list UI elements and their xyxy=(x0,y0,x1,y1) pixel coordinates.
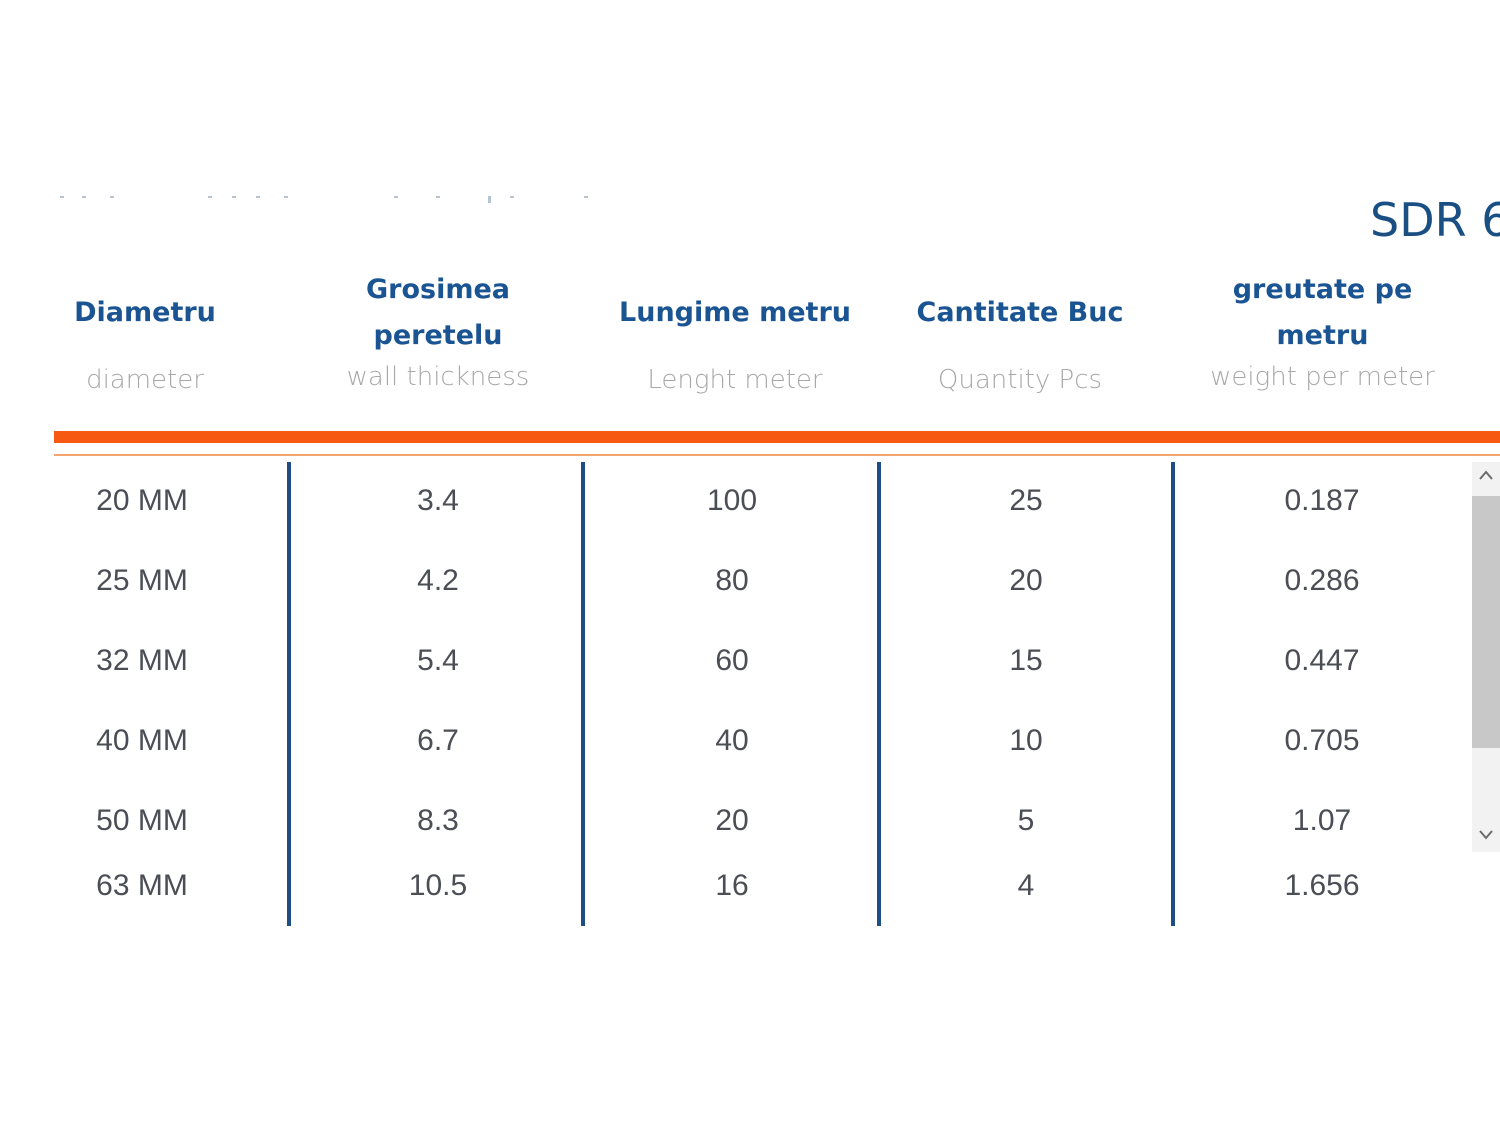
table-title: SDR 6 xyxy=(1370,193,1500,247)
table-row: 50 MM 8.3 20 5 1.07 xyxy=(0,801,1470,841)
column-header-label-en: Quantity Pcs xyxy=(937,365,1103,395)
cropped-text-fragment xyxy=(60,196,600,204)
cell-diameter: 50 MM xyxy=(96,804,188,837)
cell-length: 60 xyxy=(715,644,749,677)
cell-diameter: 63 MM xyxy=(96,869,188,902)
column-header-label-en: wall thickness xyxy=(346,362,530,392)
scrollbar-thumb[interactable] xyxy=(1472,496,1500,748)
cell-wall-thickness: 8.3 xyxy=(417,804,459,837)
column-divider xyxy=(581,462,585,926)
cell-wall-thickness: 4.2 xyxy=(417,564,459,597)
cell-length: 20 xyxy=(715,804,749,837)
header-divider-bar xyxy=(54,431,1500,443)
column-header-label-ro: Lungime metru xyxy=(619,297,851,328)
table-row: 20 MM 3.4 100 25 0.187 xyxy=(0,481,1470,521)
table-scrollbar[interactable] xyxy=(1472,462,1500,852)
cell-weight: 0.705 xyxy=(1284,724,1360,757)
cell-diameter: 32 MM xyxy=(96,644,188,677)
cell-quantity: 10 xyxy=(1009,724,1043,757)
cell-weight: 0.447 xyxy=(1284,644,1360,677)
cell-diameter: 40 MM xyxy=(96,724,188,757)
table-row: 32 MM 5.4 60 15 0.447 xyxy=(0,641,1470,681)
column-header-wall-thickness: Grosimea peretelu wall thickness xyxy=(320,267,556,392)
cell-quantity: 5 xyxy=(1017,804,1035,837)
cell-wall-thickness: 10.5 xyxy=(408,869,468,902)
cell-wall-thickness: 3.4 xyxy=(417,484,459,517)
cell-weight: 0.187 xyxy=(1284,484,1360,517)
column-header-quantity: Cantitate Buc Quantity Pcs xyxy=(895,290,1145,395)
column-divider xyxy=(1171,462,1175,926)
cell-weight: 1.07 xyxy=(1292,804,1352,837)
chevron-down-icon xyxy=(1479,830,1493,840)
column-header-length: Lungime metru Lenght meter xyxy=(600,290,870,395)
table-row: 63 MM 10.5 16 4 1.656 xyxy=(0,866,1470,906)
column-header-label-ro: greutate pe metru xyxy=(1232,274,1413,351)
column-header-weight: greutate pe metru weight per meter xyxy=(1190,267,1455,392)
cell-quantity: 20 xyxy=(1009,564,1043,597)
cell-weight: 1.656 xyxy=(1284,869,1360,902)
column-header-label-en: weight per meter xyxy=(1210,362,1435,392)
column-header-label-ro: Cantitate Buc xyxy=(916,297,1124,328)
cell-diameter: 25 MM xyxy=(96,564,188,597)
scroll-down-button[interactable] xyxy=(1472,822,1500,852)
column-header-label-ro: Grosimea peretelu xyxy=(365,274,511,351)
column-divider xyxy=(287,462,291,926)
cell-diameter: 20 MM xyxy=(96,484,188,517)
cell-length: 100 xyxy=(706,484,758,517)
table-row: 25 MM 4.2 80 20 0.286 xyxy=(0,561,1470,601)
column-divider xyxy=(877,462,881,926)
scroll-up-button[interactable] xyxy=(1472,462,1500,492)
cell-length: 16 xyxy=(715,869,749,902)
table-row: 40 MM 6.7 40 10 0.705 xyxy=(0,721,1470,761)
cell-quantity: 4 xyxy=(1017,869,1035,902)
cell-length: 80 xyxy=(715,564,749,597)
cell-weight: 0.286 xyxy=(1284,564,1360,597)
chevron-up-icon xyxy=(1479,470,1493,480)
cell-quantity: 15 xyxy=(1009,644,1043,677)
column-header-label-en: Lenght meter xyxy=(647,365,823,395)
cell-length: 40 xyxy=(715,724,749,757)
column-header-diameter: Diametru diameter xyxy=(55,290,235,395)
header-divider-line xyxy=(54,454,1500,456)
cell-wall-thickness: 5.4 xyxy=(417,644,459,677)
cell-wall-thickness: 6.7 xyxy=(417,724,459,757)
column-header-label-en: diameter xyxy=(86,365,204,395)
column-header-label-ro: Diametru xyxy=(74,297,216,328)
table-body: 20 MM 3.4 100 25 0.187 25 MM 4.2 80 20 0… xyxy=(0,462,1470,932)
cell-quantity: 25 xyxy=(1009,484,1043,517)
